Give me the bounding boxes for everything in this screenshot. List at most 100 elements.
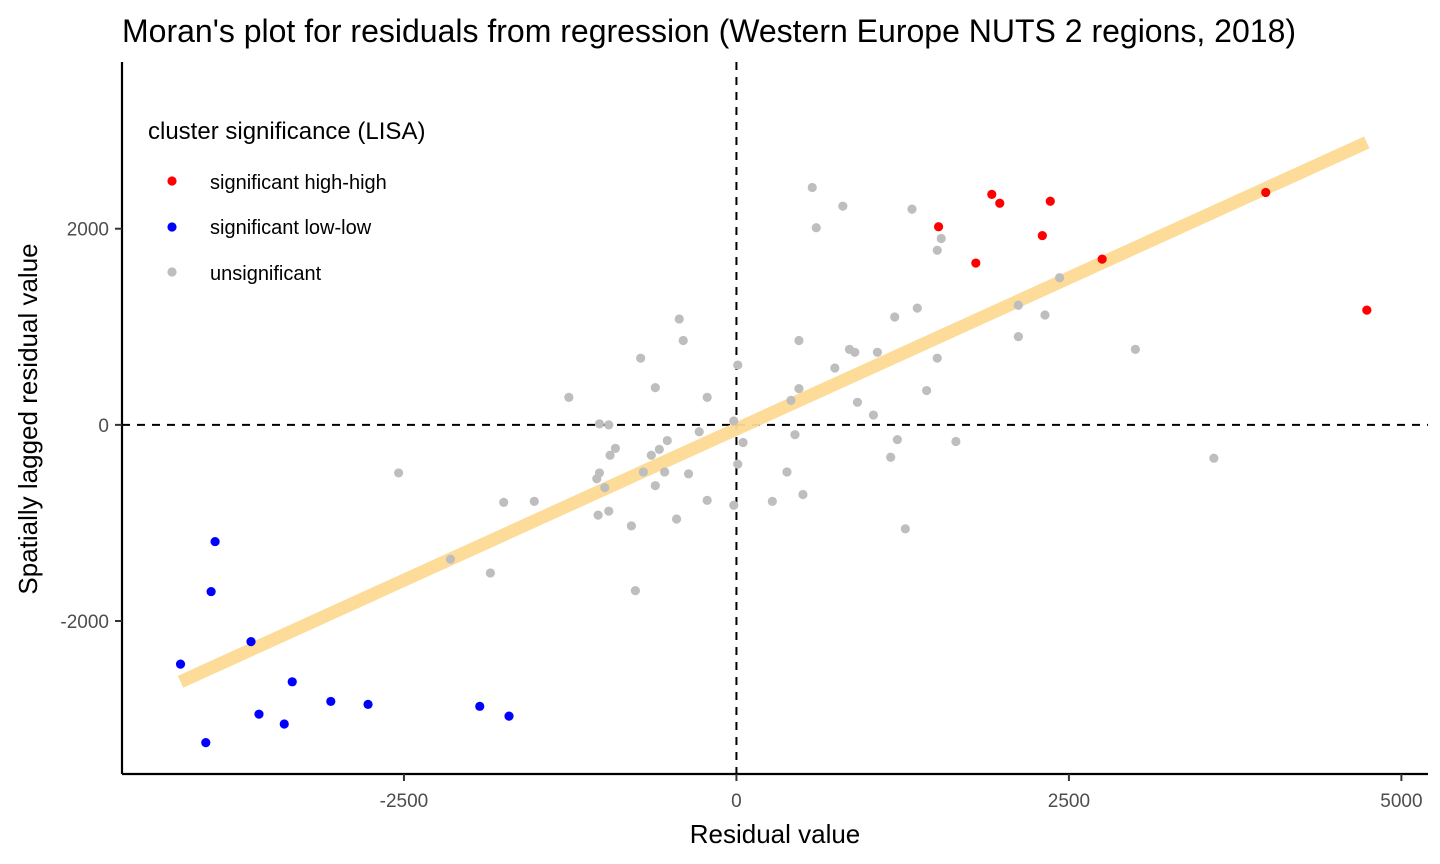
point-unsignificant-59: [394, 468, 404, 478]
point-unsignificant-36: [892, 434, 902, 445]
y-tick-label-2: 2000: [67, 220, 109, 241]
legend-entry-unsignificant: unsignificant: [167, 263, 322, 285]
x-axis-ticks: -2500 0 2500 5000: [380, 774, 1423, 812]
y-tick-label-1: 0: [98, 416, 109, 437]
chart-title: Moran's plot for residuals from regressi…: [122, 13, 1296, 49]
point-unsignificant-8: [912, 303, 922, 313]
point-significant-low-low-11: [504, 711, 514, 721]
point-unsignificant-40: [951, 436, 961, 447]
point-unsignificant-1: [838, 201, 848, 211]
point-unsignificant-20: [636, 353, 646, 363]
point-significant-high-high-1: [971, 258, 981, 268]
point-unsignificant-12: [1130, 344, 1141, 354]
regression-fit-line: [177, 136, 1370, 688]
point-unsignificant-25: [922, 385, 932, 396]
point-unsignificant-63: [729, 500, 739, 510]
point-unsignificant-18: [872, 347, 883, 357]
y-tick-label-0: -2000: [60, 612, 109, 633]
point-unsignificant-23: [650, 382, 660, 393]
point-significant-high-high-8: [1362, 305, 1372, 315]
legend-swatch-unsignificant: [167, 267, 177, 277]
point-unsignificant-30: [868, 410, 879, 420]
point-unsignificant-14: [678, 335, 688, 346]
point-significant-low-low-0: [175, 659, 186, 669]
point-unsignificant-17: [850, 347, 860, 357]
point-unsignificant-21: [932, 353, 942, 363]
point-unsignificant-39: [738, 437, 748, 448]
x-tick-label-1: 0: [731, 791, 742, 812]
y-axis-ticks: -2000 0 2000: [60, 220, 122, 633]
point-unsignificant-41: [654, 444, 664, 454]
point-unsignificant-5: [932, 245, 942, 255]
point-unsignificant-28: [786, 395, 796, 405]
point-unsignificant-42: [646, 450, 656, 460]
point-significant-high-high-3: [995, 198, 1005, 208]
legend-entry-low-low: significant low-low: [167, 217, 372, 239]
point-significant-low-low-5: [254, 709, 264, 719]
point-unsignificant-9: [890, 312, 900, 322]
point-unsignificant-69: [630, 586, 640, 596]
point-unsignificant-13: [674, 314, 684, 324]
point-unsignificant-58: [782, 467, 792, 477]
point-significant-high-high-6: [1097, 254, 1107, 264]
y-axis-title: Spatially lagged residual value: [13, 243, 43, 594]
point-unsignificant-29: [852, 397, 863, 407]
point-unsignificant-34: [694, 427, 704, 437]
point-significant-high-high-0: [933, 222, 944, 232]
legend-label-low-low: significant low-low: [210, 217, 372, 239]
point-unsignificant-47: [529, 496, 539, 506]
point-unsignificant-2: [811, 223, 821, 233]
point-unsignificant-33: [729, 416, 739, 426]
point-significant-low-low-10: [475, 701, 485, 711]
legend-label-unsignificant: unsignificant: [210, 263, 322, 285]
point-unsignificant-43: [605, 450, 615, 460]
legend: cluster significance (LISA) significant …: [148, 118, 425, 285]
point-unsignificant-68: [900, 524, 910, 534]
axes: -2500 0 2500 5000 -2000 0 2000: [60, 62, 1428, 812]
point-unsignificant-6: [1055, 273, 1065, 283]
x-tick-label-0: -2500: [380, 791, 429, 812]
point-unsignificant-53: [683, 469, 694, 479]
point-significant-low-low-6: [279, 719, 289, 729]
point-unsignificant-35: [790, 430, 800, 440]
point-unsignificant-65: [798, 489, 808, 500]
point-significant-low-low-9: [363, 699, 373, 709]
point-significant-high-high-7: [1261, 187, 1271, 198]
point-unsignificant-60: [499, 497, 509, 507]
point-unsignificant-45: [1209, 453, 1219, 463]
point-unsignificant-61: [604, 506, 614, 516]
point-significant-low-low-3: [210, 536, 220, 547]
legend-label-high-high: significant high-high: [210, 172, 387, 194]
point-unsignificant-26: [564, 392, 574, 403]
point-unsignificant-48: [485, 568, 495, 578]
point-unsignificant-57: [650, 481, 660, 491]
point-unsignificant-54: [592, 474, 602, 484]
point-unsignificant-0: [807, 182, 817, 193]
legend-swatch-high-high: [167, 176, 177, 186]
legend-swatch-low-low: [167, 222, 177, 232]
point-unsignificant-38: [610, 443, 621, 454]
point-unsignificant-37: [662, 435, 672, 446]
point-unsignificant-62: [593, 510, 603, 520]
point-unsignificant-51: [638, 467, 648, 477]
point-significant-low-low-1: [201, 738, 211, 748]
legend-entry-high-high: significant high-high: [167, 172, 387, 194]
x-axis-title: Residual value: [690, 819, 861, 849]
point-unsignificant-55: [702, 495, 712, 505]
point-unsignificant-56: [600, 483, 610, 493]
point-unsignificant-52: [660, 467, 670, 477]
x-tick-label-3: 5000: [1380, 791, 1422, 812]
point-unsignificant-67: [671, 514, 682, 524]
point-significant-low-low-4: [246, 637, 256, 647]
point-significant-low-low-2: [206, 586, 216, 597]
point-unsignificant-31: [594, 419, 605, 429]
point-unsignificant-32: [604, 420, 614, 430]
point-significant-high-high-2: [987, 189, 997, 199]
point-significant-low-low-7: [287, 677, 297, 687]
point-unsignificant-46: [733, 459, 743, 469]
point-unsignificant-49: [445, 554, 456, 564]
point-unsignificant-4: [936, 233, 946, 244]
point-significant-high-high-5: [1045, 196, 1055, 206]
legend-title: cluster significance (LISA): [148, 118, 425, 145]
